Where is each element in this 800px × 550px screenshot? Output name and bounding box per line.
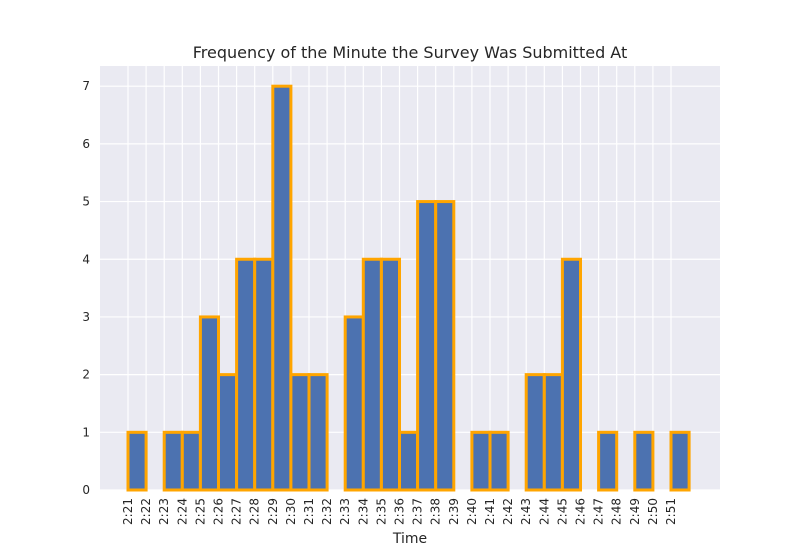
- bar-2-37: [416, 200, 438, 492]
- x-tick-label: 2:22: [139, 498, 153, 525]
- x-tick-label: 2:29: [266, 498, 280, 525]
- bar-2-33: [343, 315, 365, 492]
- y-tick-label: 0: [82, 483, 90, 497]
- y-tick-label: 2: [82, 368, 90, 382]
- y-tick-label: 1: [82, 425, 90, 439]
- x-tick-label: 2:32: [320, 498, 334, 525]
- x-tick-label: 2:49: [628, 498, 642, 525]
- x-tick-label: 2:21: [121, 498, 135, 525]
- bar-2-34: [361, 257, 383, 492]
- x-tick-label: 2:48: [610, 498, 624, 525]
- x-tick-label: 2:39: [447, 498, 461, 525]
- bar-2-25: [198, 315, 220, 492]
- bar-2-31: [307, 373, 329, 492]
- x-tick-label: 2:36: [393, 498, 407, 525]
- x-tick-label: 2:37: [411, 498, 425, 525]
- x-axis-ticks: 2:21 2:22 2:23 2:24 2:25 2:26 2:27 2:28 2:29 2:30…: [121, 498, 678, 525]
- bar-2-40: [470, 430, 492, 492]
- bar-2-23: [162, 430, 184, 492]
- x-tick-label: 2:41: [483, 498, 497, 525]
- x-tick-label: 2:28: [248, 498, 262, 525]
- y-tick-label: 5: [82, 195, 90, 209]
- bar-2-29: [271, 84, 293, 492]
- bar-2-51: [669, 430, 691, 492]
- bar-2-30: [289, 373, 311, 492]
- bar-2-36: [398, 430, 420, 492]
- bar-2-47: [597, 430, 619, 492]
- y-tick-label: 4: [82, 252, 90, 266]
- x-tick-label: 2:35: [374, 498, 388, 525]
- x-tick-label: 2:51: [664, 498, 678, 525]
- x-tick-label: 2:27: [230, 498, 244, 525]
- bar-2-43: [524, 373, 546, 492]
- x-tick-label: 2:26: [212, 498, 226, 525]
- bar-2-49: [633, 430, 655, 492]
- bar-2-28: [253, 257, 275, 492]
- y-tick-label: 6: [82, 137, 90, 151]
- y-tick-label: 3: [82, 310, 90, 324]
- x-tick-label: 2:46: [574, 498, 588, 525]
- bar-2-35: [379, 257, 401, 492]
- x-tick-label: 2:23: [157, 498, 171, 525]
- x-tick-label: 2:44: [537, 498, 551, 525]
- x-tick-label: 2:31: [302, 498, 316, 525]
- x-tick-label: 2:24: [175, 498, 189, 525]
- y-axis-ticks: 0 1 2 3 4 5 6 7: [82, 79, 90, 497]
- bar-2-41: [488, 430, 510, 492]
- bar-2-21: [126, 430, 148, 492]
- x-tick-label: 2:50: [646, 498, 660, 525]
- x-tick-label: 2:43: [519, 498, 533, 525]
- plot-area: [100, 66, 720, 490]
- bar-2-38: [434, 200, 456, 492]
- x-tick-label: 2:33: [338, 498, 352, 525]
- x-tick-label: 2:34: [356, 498, 370, 525]
- bar-2-26: [217, 373, 239, 492]
- bars: [126, 84, 691, 492]
- x-tick-label: 2:45: [555, 498, 569, 525]
- x-tick-label: 2:42: [501, 498, 515, 525]
- x-tick-label: 2:30: [284, 498, 298, 525]
- x-axis-label: Time: [392, 531, 427, 547]
- chart-title: Frequency of the Minute the Survey Was S…: [193, 43, 628, 62]
- bar-2-45: [560, 257, 583, 492]
- bar-2-27: [235, 257, 257, 492]
- bar-2-24: [180, 430, 202, 492]
- y-tick-label: 7: [82, 79, 90, 93]
- bar-2-44: [542, 373, 564, 492]
- x-tick-label: 2:25: [193, 498, 207, 525]
- x-tick-label: 2:40: [465, 498, 479, 525]
- x-tick-label: 2:47: [592, 498, 606, 525]
- x-tick-label: 2:38: [429, 498, 443, 525]
